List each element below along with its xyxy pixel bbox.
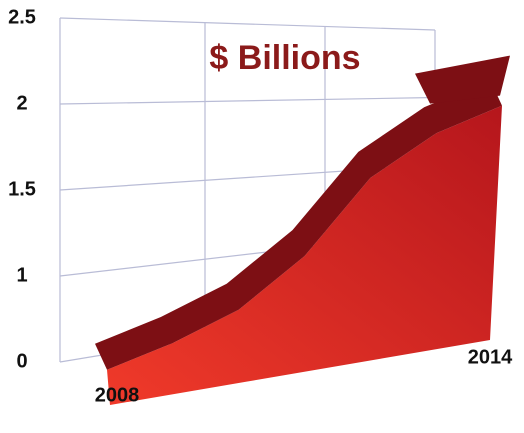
ribbon [95,79,502,370]
y-tick-label: 2.5 [8,6,36,28]
grid-line [59,96,436,105]
x-tick-label: 2014 [468,346,513,368]
y-tick-label: 1.5 [8,178,36,200]
arrow-head [415,55,510,104]
y-tick-label: 2 [16,92,27,114]
grid-line [59,17,436,31]
y-tick-label: 1 [16,264,27,286]
area [107,105,502,406]
chart-title: $ Billions [209,39,360,77]
x-tick-label: 2008 [95,384,140,406]
y-tick-label: 0 [16,350,27,372]
